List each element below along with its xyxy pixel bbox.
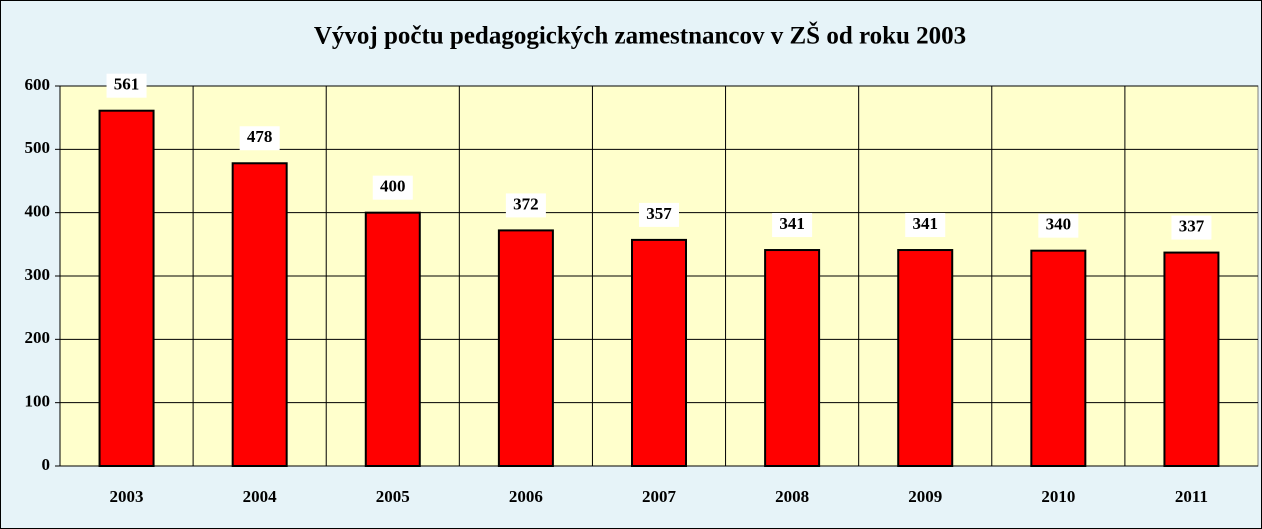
bar [497,229,554,467]
bar [764,249,821,467]
x-tick-label: 2006 [509,487,543,506]
x-tick-label: 2005 [376,487,410,506]
data-label-box [1038,213,1079,238]
data-label-box [639,202,679,227]
chart-title: Vývoj počtu pedagogických zamestnancov v… [314,22,966,50]
x-tick-label: 2008 [775,487,809,506]
data-label-box [905,213,946,238]
x-tick-label: 2011 [1175,487,1208,506]
data-label-box [1171,215,1212,240]
y-tick-label: 0 [42,455,51,474]
x-tick-label: 2004 [243,487,278,506]
data-label: 400 [380,177,406,196]
bar [231,162,288,467]
y-tick-label: 100 [25,392,51,411]
data-label: 340 [1046,215,1072,234]
data-label: 357 [646,204,672,223]
data-label-box [106,73,147,98]
data-label-box [505,193,546,218]
data-label-box [372,175,413,200]
data-label: 478 [247,127,273,146]
data-label: 561 [114,75,140,94]
bar [1163,251,1220,467]
bar [98,109,155,467]
bar [897,249,954,467]
y-tick-label: 200 [25,328,51,347]
data-label-box [239,126,280,151]
y-tick-label: 600 [25,75,51,94]
data-label: 341 [779,214,805,233]
data-label: 341 [912,214,938,233]
x-tick-label: 2009 [908,487,942,506]
y-tick-label: 500 [25,138,51,157]
bar [1030,249,1087,467]
bar [364,211,421,467]
data-label: 372 [513,194,539,213]
y-tick-label: 400 [25,202,51,221]
x-tick-label: 2010 [1041,487,1075,506]
data-label: 337 [1179,216,1205,235]
x-tick-label: 2003 [110,487,144,506]
x-tick-label: 2007 [642,487,677,506]
data-label-box [772,213,813,238]
y-tick-label: 300 [25,265,51,284]
bar [631,238,687,467]
